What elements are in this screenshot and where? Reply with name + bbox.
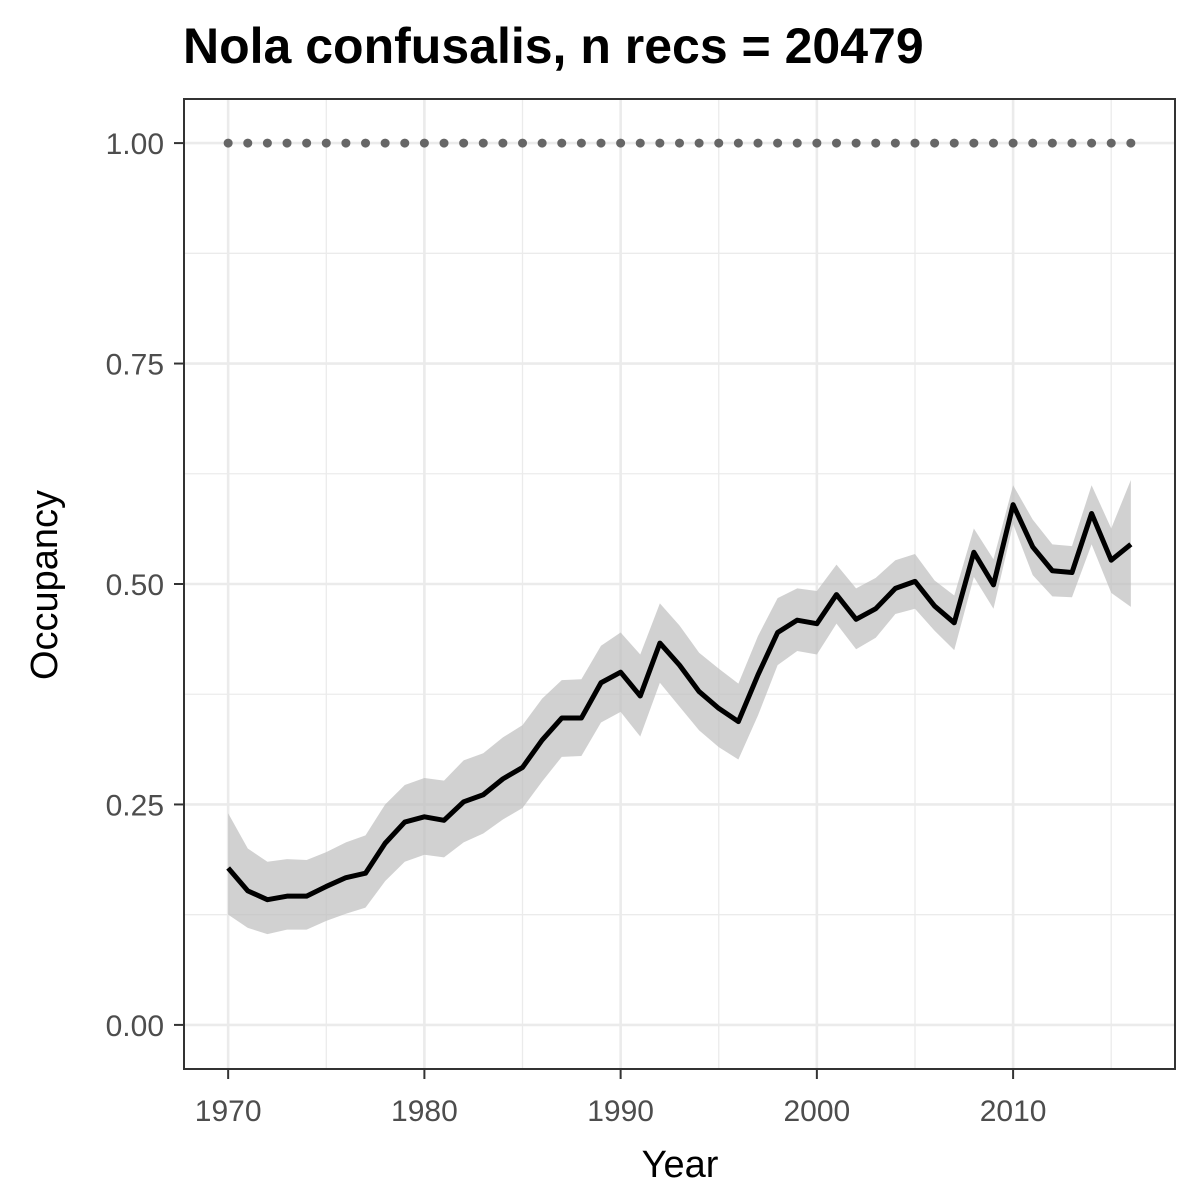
reference-point <box>714 138 724 148</box>
reference-point <box>910 138 920 148</box>
reference-point <box>694 138 704 148</box>
reference-point <box>1087 138 1097 148</box>
reference-point <box>400 138 410 148</box>
reference-point <box>557 138 567 148</box>
reference-point <box>871 138 881 148</box>
reference-point <box>223 138 233 148</box>
reference-point <box>812 138 822 148</box>
reference-point <box>949 138 959 148</box>
reference-point <box>459 138 469 148</box>
reference-point <box>1106 138 1116 148</box>
reference-point <box>341 138 351 148</box>
reference-point <box>537 138 547 148</box>
reference-point <box>498 138 508 148</box>
reference-point <box>792 138 802 148</box>
reference-point <box>616 138 626 148</box>
reference-point <box>851 138 861 148</box>
reference-point <box>380 138 390 148</box>
reference-point <box>969 138 979 148</box>
chart-title: Nola confusalis, n recs = 20479 <box>183 18 924 74</box>
grid-lines <box>184 99 1175 1069</box>
x-tick-label: 2010 <box>980 1095 1047 1128</box>
axes: 0.00 0.25 0.50 0.75 1.00 1970 1980 1990 2000 2010 <box>106 128 1047 1128</box>
y-tick-label: 1.00 <box>106 128 164 161</box>
y-tick-label: 0.50 <box>106 569 164 602</box>
x-tick-label: 1980 <box>391 1095 458 1128</box>
x-tick-label: 2000 <box>783 1095 850 1128</box>
reference-point <box>262 138 272 148</box>
x-tick-label: 1970 <box>195 1095 262 1128</box>
reference-point <box>596 138 606 148</box>
reference-point <box>753 138 763 148</box>
confidence-band <box>228 479 1131 935</box>
x-tick-label: 1990 <box>587 1095 654 1128</box>
occupancy-line <box>226 502 1133 903</box>
reference-point <box>675 138 684 148</box>
reference-point <box>1067 138 1077 148</box>
reference-point <box>890 138 900 148</box>
confidence-band-layer <box>228 479 1131 935</box>
reference-point <box>1008 138 1018 148</box>
reference-point <box>1028 138 1038 148</box>
reference-point <box>282 138 292 148</box>
reference-point <box>988 138 998 148</box>
reference-point <box>576 138 586 148</box>
reference-point <box>518 138 528 148</box>
y-tick-label: 0.25 <box>106 789 164 822</box>
x-axis-title: Year <box>642 1144 719 1186</box>
reference-point <box>302 138 312 148</box>
reference-point <box>773 138 783 148</box>
y-axis-title: Occupancy <box>24 490 66 680</box>
y-tick-label: 0.75 <box>106 349 164 382</box>
reference-point <box>635 138 645 148</box>
reference-point <box>831 138 841 148</box>
reference-point <box>930 138 940 148</box>
reference-point <box>361 138 371 148</box>
reference-point <box>439 138 449 148</box>
reference-point <box>1047 138 1057 148</box>
reference-point <box>733 138 743 148</box>
y-tick-label: 0.00 <box>106 1010 164 1043</box>
reference-point <box>243 138 253 148</box>
reference-point <box>321 138 331 148</box>
series-layer <box>223 138 1136 903</box>
reference-point <box>478 138 488 148</box>
reference-point <box>1126 138 1136 148</box>
reference-point <box>419 138 429 148</box>
reference-point <box>655 138 665 148</box>
